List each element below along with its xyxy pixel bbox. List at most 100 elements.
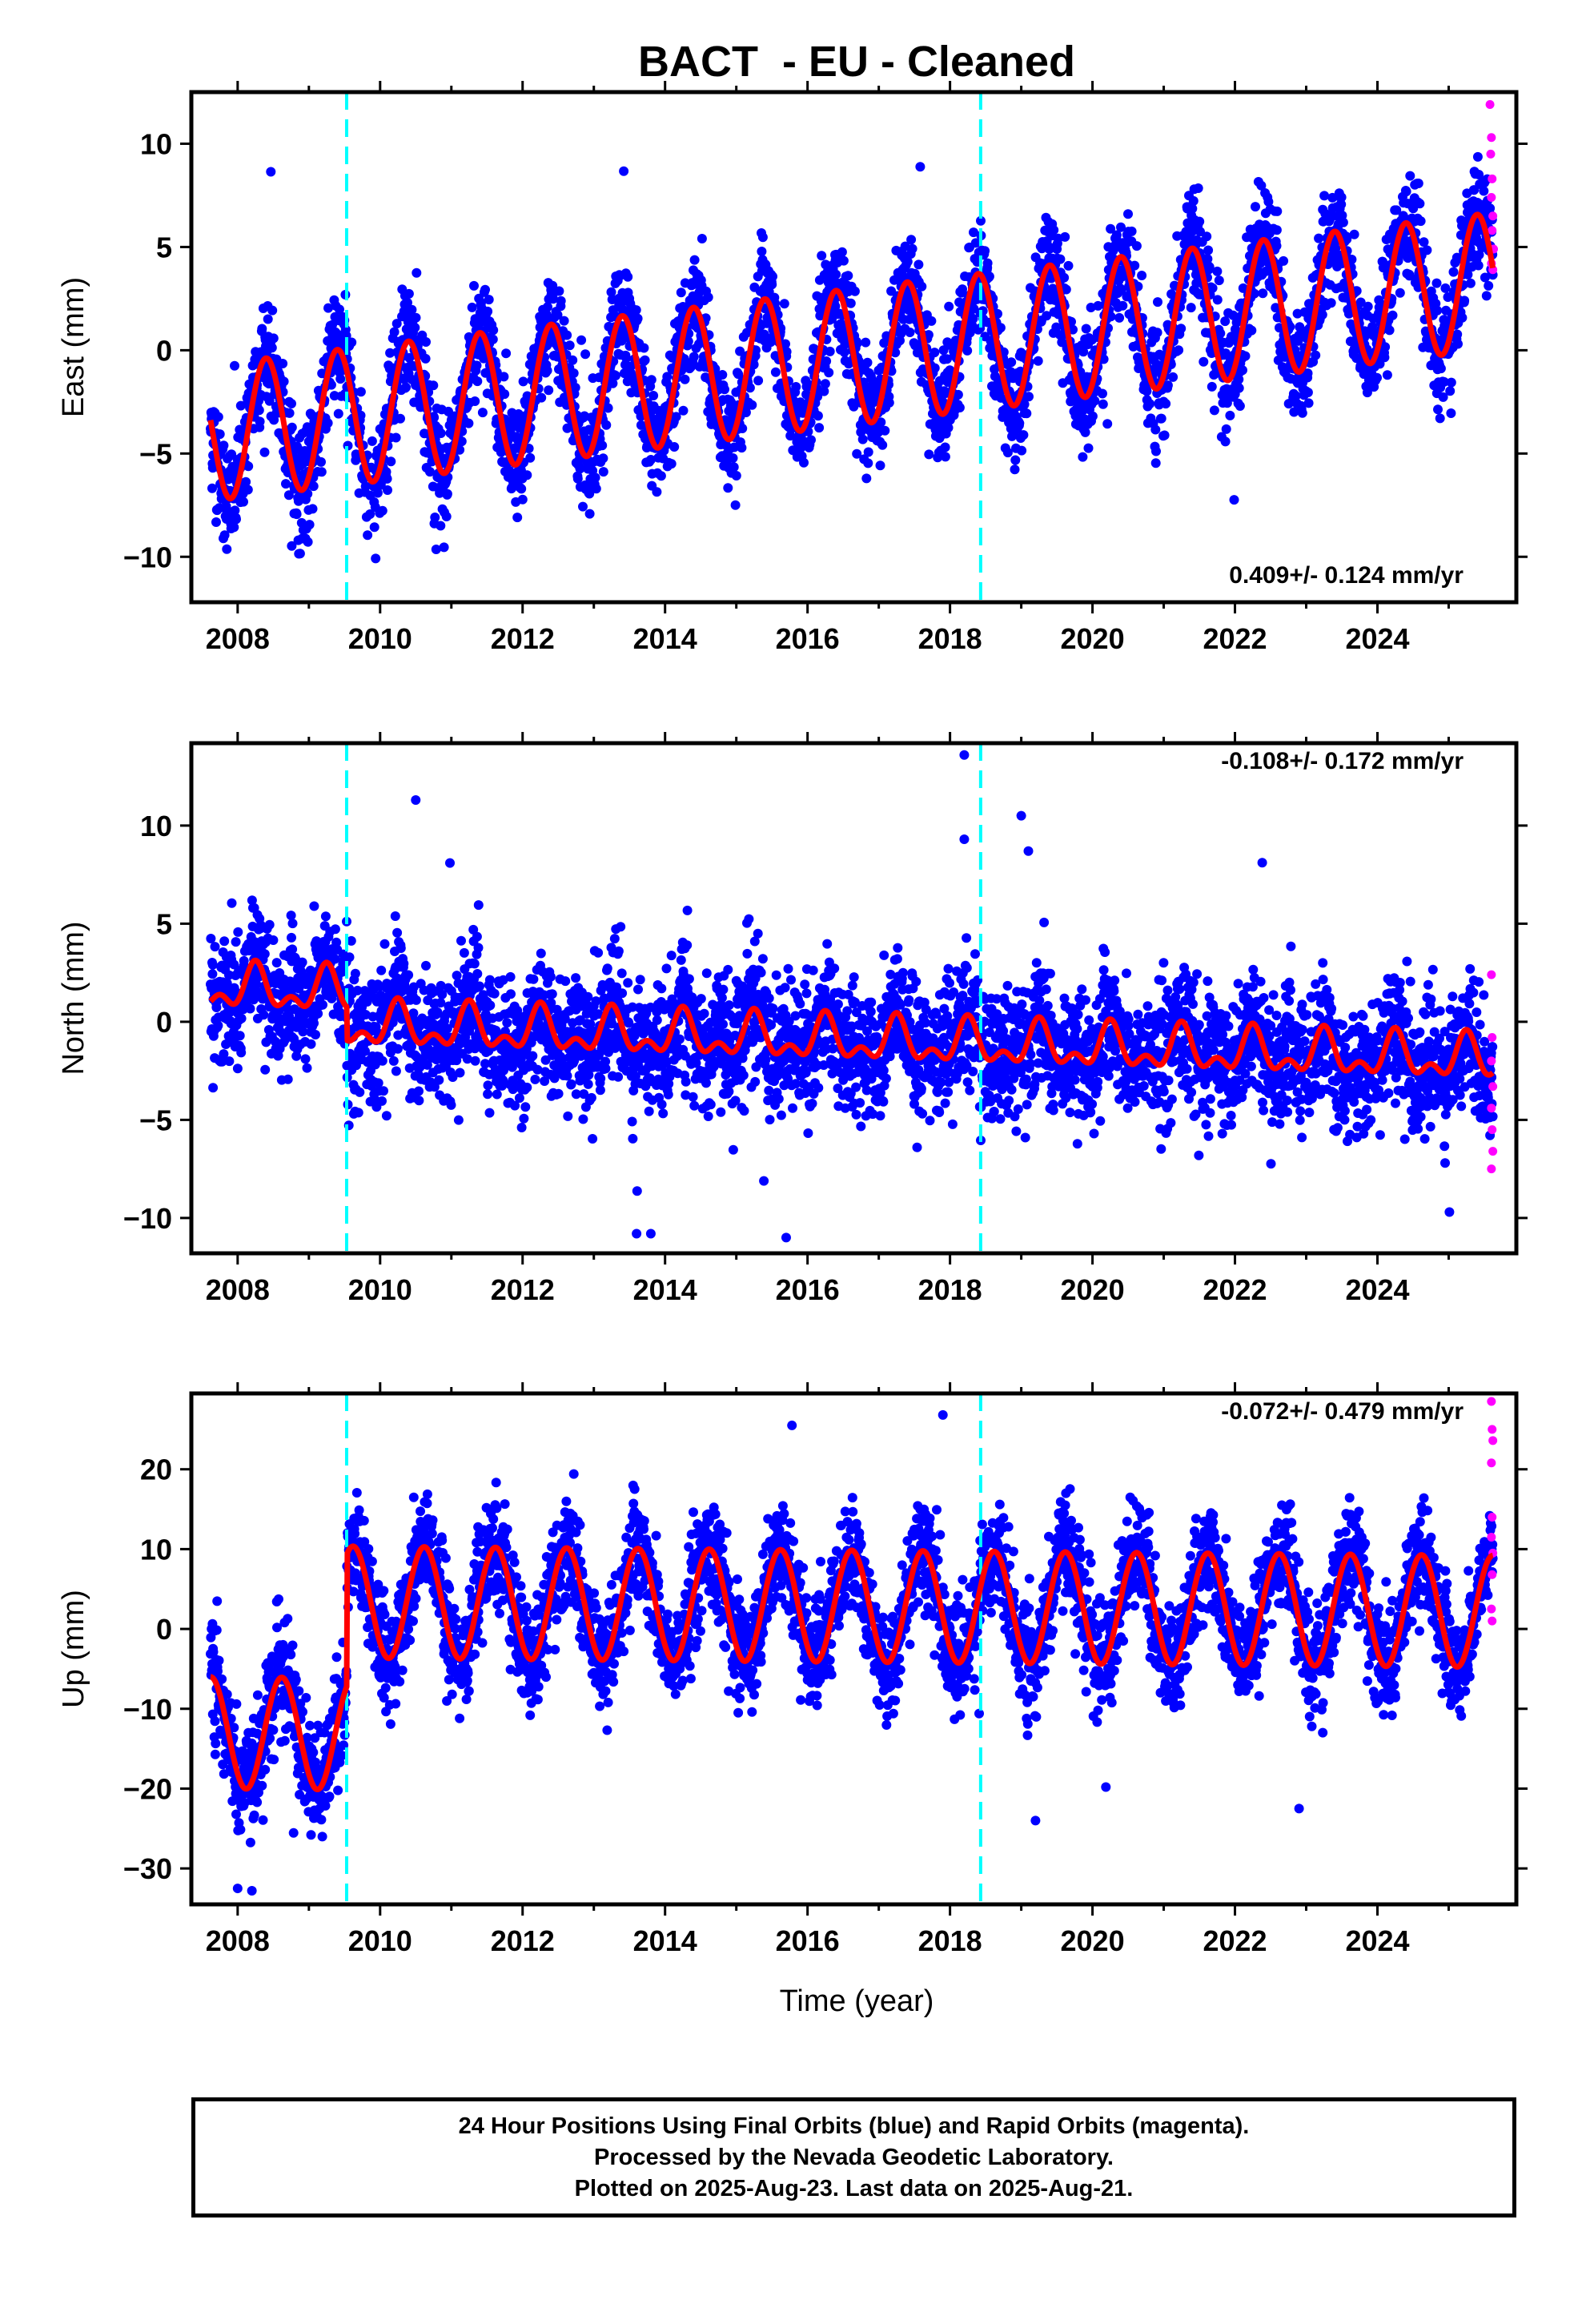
data-point: [1472, 151, 1483, 162]
data-point: [806, 435, 816, 445]
panel-frame: [189, 90, 1519, 605]
data-point: [570, 383, 580, 392]
data-point: [1481, 291, 1492, 301]
data-point: [346, 935, 356, 946]
data-point: [1272, 206, 1283, 216]
data-point: [954, 403, 965, 412]
data-point: [219, 936, 230, 947]
data-point: [1311, 350, 1321, 360]
data-point: [601, 420, 612, 430]
data-point: [516, 484, 527, 494]
data-point: [391, 432, 401, 443]
data-point: [678, 405, 689, 416]
data-point: [302, 1063, 312, 1073]
data-point: [1024, 392, 1034, 402]
data-point: [1137, 271, 1147, 280]
data-point: [1228, 310, 1239, 320]
data-point: [820, 379, 830, 389]
data-point: [552, 310, 563, 320]
data-point: [1289, 407, 1299, 417]
data-point: [436, 521, 446, 531]
data-point: [666, 459, 677, 469]
data-point: [369, 522, 379, 533]
data-point: [483, 306, 493, 316]
data-point: [1445, 386, 1456, 396]
y-axis-label: East (mm): [57, 277, 90, 417]
data-point: [843, 271, 853, 281]
data-point: [597, 440, 608, 451]
data-point: [970, 238, 981, 248]
data-point: [1083, 443, 1094, 453]
data-point: [372, 488, 383, 498]
data-point: [1220, 436, 1231, 447]
data-point: [1279, 255, 1289, 266]
data-point: [1440, 283, 1451, 293]
data-point: [371, 553, 381, 564]
data-point: [1292, 308, 1303, 319]
data-point: [239, 497, 248, 507]
data-point: [316, 456, 326, 467]
data-point: [1203, 245, 1214, 255]
data-point: [1212, 266, 1223, 276]
data-point: [768, 271, 777, 282]
data-point: [969, 227, 978, 238]
data-point: [982, 258, 993, 268]
data-point: [360, 481, 371, 492]
data-point: [1090, 396, 1100, 406]
plot-area-north: [206, 743, 1498, 1253]
data-point: [211, 517, 221, 527]
data-point: [307, 504, 318, 514]
data-point: [1126, 226, 1137, 236]
data-point: [940, 452, 950, 462]
data-point: [1419, 237, 1429, 247]
x-tick-label: 2016: [776, 622, 840, 655]
data-point: [1432, 305, 1443, 316]
data-point: [1480, 272, 1490, 283]
data-point: [446, 1100, 456, 1110]
data-point: [245, 1003, 255, 1014]
data-point: [408, 982, 419, 992]
data-point: [428, 380, 439, 391]
data-point: [656, 471, 666, 481]
data-point: [767, 279, 777, 290]
data-point: [915, 162, 926, 172]
data-point: [385, 348, 396, 358]
rapid-point: [1487, 133, 1496, 143]
data-point: [1106, 223, 1116, 234]
data-point: [905, 328, 915, 337]
plot-area-east: [206, 92, 1499, 602]
data-point: [355, 1087, 365, 1097]
data-point: [737, 424, 748, 433]
data-point: [556, 296, 566, 306]
data-point: [236, 1013, 247, 1023]
data-point: [439, 542, 449, 553]
data-point: [1405, 171, 1415, 181]
data-point: [1438, 392, 1448, 402]
data-point: [259, 949, 270, 959]
x-tick-label: 2010: [348, 622, 412, 655]
data-point: [1061, 284, 1071, 295]
data-point: [1484, 280, 1494, 291]
data-point: [1087, 411, 1098, 421]
data-point: [980, 246, 990, 256]
data-point: [861, 473, 872, 484]
data-point: [425, 467, 435, 477]
data-point: [517, 494, 528, 505]
data-point: [1303, 368, 1313, 379]
data-point: [352, 985, 363, 995]
data-point: [500, 389, 510, 400]
data-point: [222, 978, 232, 988]
data-point: [259, 447, 270, 457]
data-point: [308, 481, 319, 492]
data-point: [564, 340, 575, 351]
data-point: [1060, 231, 1070, 242]
data-point: [303, 537, 313, 547]
data-point: [1331, 243, 1341, 254]
data-point: [1319, 191, 1330, 201]
data-point: [455, 444, 465, 455]
data-point: [1291, 391, 1301, 401]
data-point: [857, 434, 868, 444]
data-point: [434, 1075, 444, 1085]
data-point: [1102, 419, 1113, 429]
data-point: [391, 1066, 401, 1076]
